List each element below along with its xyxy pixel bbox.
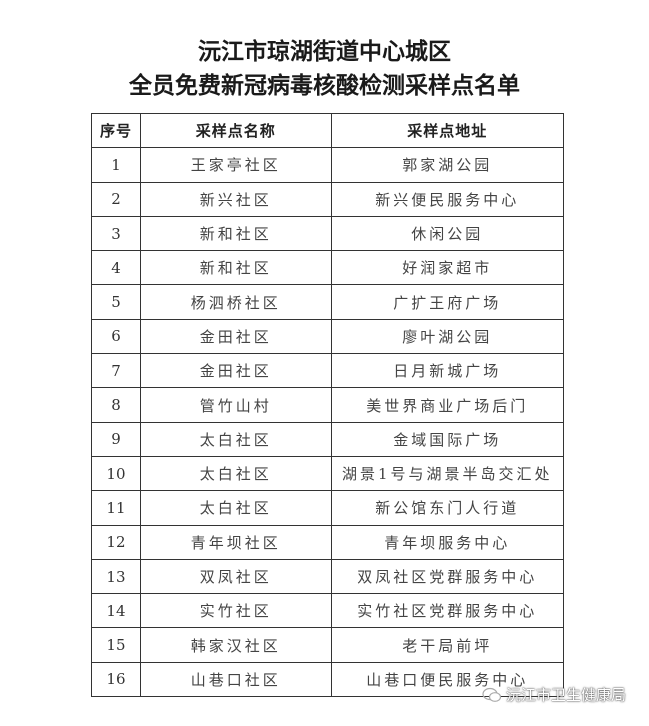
cell-index: 2 bbox=[91, 181, 141, 217]
cell-site-address: 廖叶湖公园 bbox=[330, 318, 564, 355]
table-header-row: 序号 采样点名称 采样点地址 bbox=[91, 112, 564, 149]
table-row: 10 太白社区 湖景1号与湖景半岛交汇处 bbox=[91, 455, 564, 492]
cell-site-address: 休闲公园 bbox=[330, 215, 564, 252]
cell-site-name: 王家亭社区 bbox=[139, 147, 332, 183]
header-site-name: 采样点名称 bbox=[139, 112, 332, 149]
cell-site-address: 山巷口便民服务中心 bbox=[330, 661, 564, 698]
cell-site-name: 实竹社区 bbox=[139, 593, 332, 629]
cell-site-address: 日月新城广场 bbox=[330, 353, 564, 389]
table-row: 6 金田社区 廖叶湖公园 bbox=[91, 318, 564, 355]
table-row: 5 杨泗桥社区 广扩王府广场 bbox=[91, 284, 564, 320]
table-row: 15 韩家汉社区 老干局前坪 bbox=[91, 627, 564, 663]
cell-index: 1 bbox=[91, 147, 141, 183]
cell-site-name: 新和社区 bbox=[139, 250, 332, 286]
cell-site-name: 管竹山村 bbox=[139, 387, 332, 423]
header-index: 序号 bbox=[91, 112, 141, 149]
table-row: 2 新兴社区 新兴便民服务中心 bbox=[91, 181, 564, 217]
cell-site-name: 双凤社区 bbox=[139, 558, 332, 595]
cell-site-name: 青年坝社区 bbox=[139, 524, 332, 560]
header-site-address: 采样点地址 bbox=[330, 112, 564, 149]
watermark: 沅江市卫生健康局 bbox=[482, 684, 626, 705]
cell-index: 16 bbox=[91, 661, 141, 698]
cell-site-address: 美世界商业广场后门 bbox=[330, 387, 564, 423]
cell-site-address: 青年坝服务中心 bbox=[330, 524, 564, 560]
cell-index: 15 bbox=[91, 627, 141, 663]
cell-site-address: 新兴便民服务中心 bbox=[330, 181, 564, 217]
table-row: 7 金田社区 日月新城广场 bbox=[91, 353, 564, 389]
document-title-line1: 沅江市琼湖街道中心城区 bbox=[198, 38, 451, 65]
cell-site-address: 广扩王府广场 bbox=[330, 284, 564, 320]
cell-index: 13 bbox=[91, 558, 141, 595]
sampling-sites-table: 序号 采样点名称 采样点地址 1 王家亭社区 郭家湖公园 2 新兴社区 新兴便民服务中心 3… bbox=[91, 112, 564, 698]
cell-index: 6 bbox=[91, 318, 141, 355]
table-row: 4 新和社区 好润家超市 bbox=[91, 250, 564, 286]
cell-site-name: 太白社区 bbox=[139, 421, 332, 457]
cell-index: 11 bbox=[91, 490, 141, 526]
document-title-line2: 全员免费新冠病毒核酸检测采样点名单 bbox=[129, 72, 520, 99]
table-row: 16 山巷口社区 山巷口便民服务中心 bbox=[91, 661, 564, 698]
table-row: 3 新和社区 休闲公园 bbox=[91, 215, 564, 252]
cell-site-address: 金域国际广场 bbox=[330, 421, 564, 457]
table-row: 8 管竹山村 美世界商业广场后门 bbox=[91, 387, 564, 423]
cell-site-address: 好润家超市 bbox=[330, 250, 564, 286]
cell-index: 12 bbox=[91, 524, 141, 560]
table-row: 13 双凤社区 双凤社区党群服务中心 bbox=[91, 558, 564, 595]
cell-site-address: 郭家湖公园 bbox=[330, 147, 564, 183]
wechat-icon bbox=[482, 687, 502, 703]
cell-index: 14 bbox=[91, 593, 141, 629]
cell-site-name: 新和社区 bbox=[139, 215, 332, 252]
cell-index: 9 bbox=[91, 421, 141, 457]
cell-site-name: 金田社区 bbox=[139, 318, 332, 355]
cell-site-address: 湖景1号与湖景半岛交汇处 bbox=[330, 455, 564, 492]
cell-site-name: 新兴社区 bbox=[139, 181, 332, 217]
cell-site-address: 新公馆东门人行道 bbox=[330, 490, 564, 526]
cell-site-name: 金田社区 bbox=[139, 353, 332, 389]
cell-site-name: 山巷口社区 bbox=[139, 661, 332, 698]
cell-index: 8 bbox=[91, 387, 141, 423]
table-row: 12 青年坝社区 青年坝服务中心 bbox=[91, 524, 564, 560]
table-row: 14 实竹社区 实竹社区党群服务中心 bbox=[91, 593, 564, 629]
cell-index: 3 bbox=[91, 215, 141, 252]
cell-index: 4 bbox=[91, 250, 141, 286]
watermark-text: 沅江市卫生健康局 bbox=[506, 686, 627, 704]
table-row: 1 王家亭社区 郭家湖公园 bbox=[91, 147, 564, 183]
table-row: 9 太白社区 金域国际广场 bbox=[91, 421, 564, 457]
cell-index: 5 bbox=[91, 284, 141, 320]
cell-site-name: 杨泗桥社区 bbox=[139, 284, 332, 320]
cell-site-name: 太白社区 bbox=[139, 455, 332, 492]
cell-index: 7 bbox=[91, 353, 141, 389]
cell-site-address: 双凤社区党群服务中心 bbox=[330, 558, 564, 595]
cell-index: 10 bbox=[91, 455, 141, 492]
cell-site-address: 老干局前坪 bbox=[330, 627, 564, 663]
table-row: 11 太白社区 新公馆东门人行道 bbox=[91, 490, 564, 526]
cell-site-name: 太白社区 bbox=[139, 490, 332, 526]
cell-site-name: 韩家汉社区 bbox=[139, 627, 332, 663]
cell-site-address: 实竹社区党群服务中心 bbox=[330, 593, 564, 629]
